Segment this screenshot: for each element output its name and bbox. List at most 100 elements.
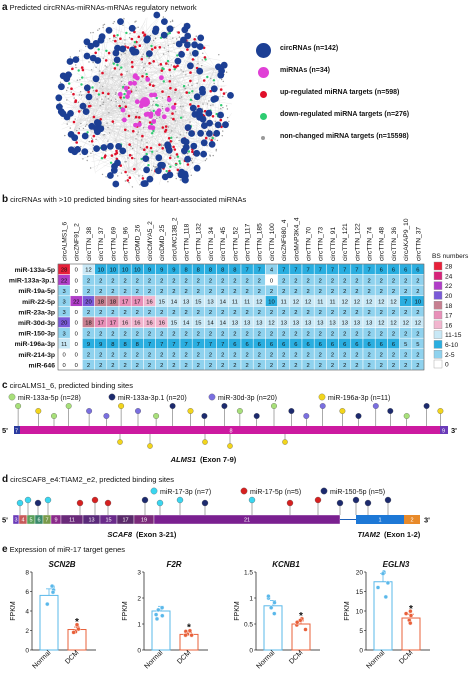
cell-value: 6: [392, 342, 395, 348]
cell-value: 2: [392, 331, 395, 337]
data-point: [375, 585, 381, 590]
cell-value: 2: [136, 353, 139, 359]
cell-value: 10: [110, 268, 116, 274]
data-point: [160, 613, 165, 618]
y-tick-label: 3: [137, 569, 141, 576]
cell-value: 7: [148, 342, 151, 348]
tiam2-exon-label: 1: [378, 518, 381, 524]
row-label: miR-19a-5p: [18, 288, 55, 295]
cell-value: 3: [62, 289, 65, 295]
cell-value: 6: [355, 342, 358, 348]
cell-value: 2: [148, 310, 151, 316]
cell-value: 11: [244, 300, 250, 306]
cell-value: 2: [294, 331, 297, 337]
binding-site-marker: [319, 403, 326, 409]
data-point: [272, 611, 277, 616]
binding-legend-label: miR-133a-5p (n=28): [18, 395, 81, 402]
binding-site-marker: [44, 496, 52, 504]
cell-value: 7: [331, 268, 334, 274]
data-point: [385, 580, 391, 586]
cell-value: 7: [221, 342, 224, 348]
column-label: circDMD_26: [135, 224, 142, 261]
binding-legend-dot: [240, 487, 248, 495]
cell-value: 5: [416, 342, 419, 348]
significance-star: *: [75, 617, 79, 628]
cell-value: 2: [160, 278, 163, 284]
column-label: circTTN_38: [86, 227, 93, 261]
cell-value: 2: [416, 353, 419, 359]
binding-site-marker: [51, 413, 57, 419]
cell-value: 6: [331, 342, 334, 348]
cell-value: 12: [341, 300, 347, 306]
binding-site-marker: [248, 496, 256, 504]
data-point: [153, 612, 159, 617]
binding-site-marker: [141, 496, 149, 504]
cell-value: 2: [136, 331, 139, 337]
cell-value: 13: [341, 321, 347, 327]
cell-value: 7: [160, 342, 163, 348]
cell-value: 12: [402, 321, 408, 327]
cell-value: 2: [367, 289, 370, 295]
x-tick-label: Normal: [32, 649, 53, 670]
cell-value: 6: [416, 268, 419, 274]
legend-dot: [255, 42, 271, 58]
cell-value: 2: [87, 331, 90, 337]
cell-value: 2: [319, 353, 322, 359]
scaf8-exon-label: 13: [88, 518, 94, 524]
bs-legend-swatch: [433, 330, 443, 339]
significance-star: *: [187, 623, 191, 634]
cell-value: 2: [258, 289, 261, 295]
cell-value: 2: [367, 363, 370, 369]
column-label: circTTN_121: [342, 223, 349, 261]
cell-value: 2: [282, 353, 285, 359]
bs-legend-label: 18: [445, 303, 453, 310]
cell-value: 2: [306, 363, 309, 369]
column-label: circALMS1_6: [62, 221, 69, 261]
column-label: circTTN_185: [257, 223, 264, 261]
cell-value: 16: [122, 321, 128, 327]
chart-title: KCNB1: [272, 560, 300, 569]
cell-value: 8: [136, 342, 139, 348]
cell-value: 13: [232, 321, 238, 327]
cell-value: 28: [61, 268, 67, 274]
cell-value: 2: [355, 278, 358, 284]
cell-value: 2: [197, 289, 200, 295]
y-tick-label: 8: [25, 569, 29, 576]
binding-site-marker: [201, 499, 209, 507]
scaf8-exon-label: 19: [141, 518, 147, 524]
column-label: circMAP3K4_4: [293, 217, 300, 261]
circalms1-binding-diagram: miR-133a-5p (n=28) miR-133a-3p.1 (n=20) mi…: [2, 393, 457, 464]
cell-value: 0: [75, 342, 78, 348]
cell-value: 2: [184, 310, 187, 316]
cell-value: 0: [75, 321, 78, 327]
cell-value: 2: [331, 310, 334, 316]
cell-value: 0: [75, 353, 78, 359]
cell-value: 2: [294, 278, 297, 284]
scaf8-exon-label: 4: [21, 518, 24, 524]
alms1-gene-label: ALMS1: [170, 455, 196, 464]
y-tick-label: 0.5: [244, 621, 253, 628]
data-point: [408, 609, 413, 614]
chart-title: F2R: [166, 560, 181, 569]
column-label: circTTN_45: [220, 227, 227, 261]
legend-dot: [259, 112, 267, 120]
bar-dcm: [291, 623, 311, 651]
cell-value: 13: [207, 300, 213, 306]
cell-value: 13: [329, 321, 335, 327]
column-label: circTTN_74: [367, 227, 374, 261]
cell-value: 9: [160, 268, 163, 274]
binding-site-marker: [153, 413, 160, 419]
cell-value: 0: [75, 268, 78, 274]
cell-value: 2: [197, 353, 200, 359]
cell-value: 2: [233, 331, 236, 337]
column-label: circTTN_36: [391, 227, 398, 261]
binding-legend-dot: [108, 393, 116, 401]
data-point: [189, 633, 194, 638]
cell-value: 7: [343, 268, 346, 274]
cell-value: 9: [87, 342, 90, 348]
cell-value: 2: [380, 363, 383, 369]
x-tick-label: DCM: [176, 649, 192, 665]
x-tick-label: DCM: [288, 649, 304, 665]
bs-numbers-legend: BS numbers 28 24 22 20 18 17 16 11-15 6-10 2-5 0: [432, 253, 469, 369]
cell-value: 2: [380, 353, 383, 359]
